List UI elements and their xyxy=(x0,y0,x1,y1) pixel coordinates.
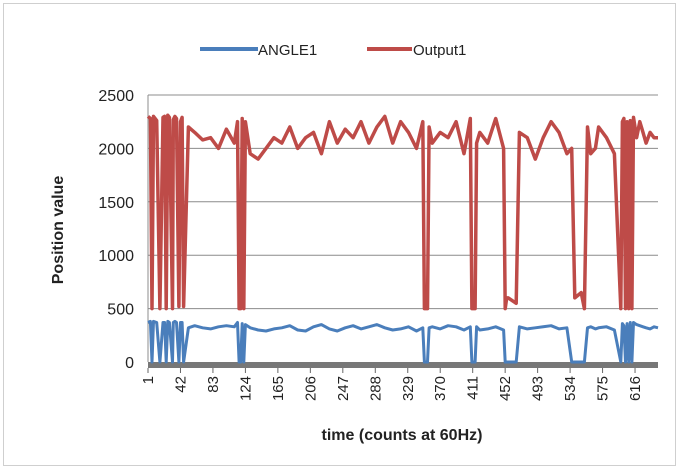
x-tick-label: 329 xyxy=(400,376,417,401)
y-tick-label: 2000 xyxy=(98,141,134,158)
y-tick-label: 0 xyxy=(125,355,134,372)
series-lines xyxy=(146,113,659,364)
chart-frame xyxy=(3,3,676,466)
series-line-output1 xyxy=(146,113,658,311)
x-tick-label: 165 xyxy=(270,376,287,401)
x-tick-label: 411 xyxy=(465,376,482,400)
x-tick-label: 124 xyxy=(237,376,254,401)
x-tick-label: 616 xyxy=(627,376,644,401)
y-axis-label: Position value xyxy=(50,176,67,285)
x-tick-label: 83 xyxy=(205,376,222,393)
x-axis-label: time (counts at 60Hz) xyxy=(322,427,483,444)
x-tick-label: 575 xyxy=(595,376,612,401)
x-tick-label: 493 xyxy=(530,376,547,401)
x-tick-label: 42 xyxy=(172,376,189,393)
legend-angle1-label: ANGLE1 xyxy=(258,42,317,59)
x-tick-label: 452 xyxy=(497,376,514,401)
x-tick-label: 206 xyxy=(302,376,319,401)
y-tick-label: 1500 xyxy=(98,195,134,212)
series-line-angle1 xyxy=(147,319,659,364)
legend: ANGLE1 Output1 xyxy=(200,42,466,59)
x-tick-label: 370 xyxy=(432,376,449,401)
x-tick-labels: 1 42 83 124 165 206 247 288 329 370 411 452 493 534 57… xyxy=(140,368,644,401)
x-tick-label: 1 xyxy=(140,376,157,384)
x-tick-label: 288 xyxy=(367,376,384,401)
y-tick-label: 1000 xyxy=(98,248,134,265)
x-tick-label: 247 xyxy=(335,376,352,401)
y-tick-label: 2500 xyxy=(98,88,134,105)
y-tick-label: 500 xyxy=(107,302,134,319)
legend-output1-label: Output1 xyxy=(413,42,466,59)
x-tick-label: 534 xyxy=(562,376,579,401)
y-tick-labels: 0 500 1000 1500 2000 2500 xyxy=(98,88,134,372)
